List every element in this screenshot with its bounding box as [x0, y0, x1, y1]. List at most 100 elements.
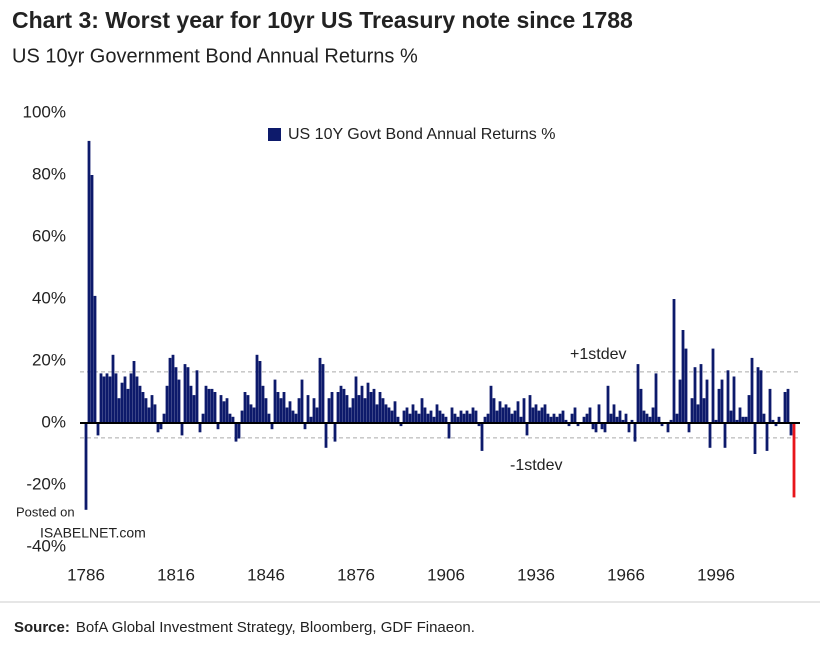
- bar: [279, 398, 283, 423]
- bar: [654, 373, 658, 423]
- source-text: Source: BofA Global Investment Strategy, …: [14, 619, 475, 636]
- bar: [498, 401, 502, 423]
- bar: [270, 423, 274, 430]
- bar: [426, 413, 430, 423]
- bar: [240, 410, 244, 423]
- bar: [306, 395, 310, 423]
- bar: [564, 419, 568, 423]
- bar: [540, 407, 544, 423]
- bar: [591, 423, 595, 430]
- bar: [249, 404, 253, 423]
- bar: [546, 413, 550, 423]
- legend-label: US 10Y Govt Bond Annual Returns %: [288, 126, 555, 143]
- bar: [543, 404, 547, 423]
- bar: [282, 392, 286, 423]
- bar: [504, 404, 508, 423]
- bar: [528, 395, 532, 423]
- bar: [231, 416, 235, 423]
- bar: [489, 385, 493, 423]
- bar: [636, 364, 640, 423]
- bar: [357, 395, 361, 423]
- bar: [735, 419, 739, 423]
- source: BofA Global Investment Strategy, Bloombe…: [76, 619, 475, 636]
- bar: [438, 410, 442, 423]
- bar: [183, 364, 187, 423]
- bar: [96, 423, 100, 436]
- bar: [237, 423, 241, 439]
- bar: [141, 392, 145, 423]
- bar: [162, 413, 166, 423]
- bar: [117, 398, 121, 423]
- bar: [87, 140, 91, 423]
- bar: [147, 407, 151, 423]
- bar: [531, 407, 535, 423]
- bar: [555, 416, 559, 423]
- bar: [333, 423, 337, 442]
- bar: [675, 413, 679, 423]
- bar: [615, 416, 619, 423]
- y-tick-label: 80%: [32, 164, 66, 183]
- bar: [741, 416, 745, 423]
- bar: [177, 379, 181, 423]
- bar: [759, 370, 763, 423]
- bar: [420, 398, 424, 423]
- reference-label: +1stdev: [570, 346, 626, 363]
- bar: [108, 376, 112, 423]
- bar: [786, 388, 790, 423]
- bar: [138, 385, 142, 423]
- bar: [639, 388, 643, 423]
- x-tick-label: 1876: [337, 565, 375, 584]
- bar: [234, 423, 238, 442]
- bar: [264, 398, 268, 423]
- x-tick-label: 1786: [67, 565, 105, 584]
- bar: [681, 330, 685, 423]
- bar: [372, 388, 376, 423]
- bar: [738, 407, 742, 423]
- bar: [627, 423, 631, 433]
- bar: [312, 398, 316, 423]
- bar: [246, 395, 250, 423]
- y-tick-label: 60%: [32, 226, 66, 245]
- bar: [432, 416, 436, 423]
- bar: [369, 392, 373, 423]
- bar: [267, 413, 271, 423]
- bar: [582, 416, 586, 423]
- x-tick-label: 1906: [427, 565, 465, 584]
- bar: [276, 392, 280, 423]
- bar: [210, 388, 214, 423]
- bar: [693, 367, 697, 423]
- bar: [597, 404, 601, 423]
- bar: [315, 407, 319, 423]
- bar: [771, 419, 775, 423]
- bar: [609, 413, 613, 423]
- bar: [618, 410, 622, 423]
- bar: [153, 404, 157, 423]
- bar: [273, 379, 277, 423]
- bar: [666, 423, 670, 433]
- bar: [408, 413, 412, 423]
- bar: [510, 413, 514, 423]
- bar: [534, 404, 538, 423]
- bar: [756, 367, 760, 423]
- bar: [105, 373, 109, 423]
- bar: [792, 423, 796, 498]
- y-tick-label: -40%: [26, 536, 66, 555]
- bar: [114, 373, 118, 423]
- bar: [405, 407, 409, 423]
- bar: [144, 398, 148, 423]
- bar: [435, 404, 439, 423]
- bar: [468, 413, 472, 423]
- bar: [492, 398, 496, 423]
- bar: [354, 376, 358, 423]
- bar: [723, 423, 727, 448]
- bar: [657, 416, 661, 423]
- bar: [318, 357, 322, 423]
- bar: [441, 413, 445, 423]
- bar: [165, 385, 169, 423]
- bar: [684, 348, 688, 423]
- bar: [189, 385, 193, 423]
- bar: [699, 364, 703, 423]
- bar: [198, 423, 202, 433]
- bar: [294, 413, 298, 423]
